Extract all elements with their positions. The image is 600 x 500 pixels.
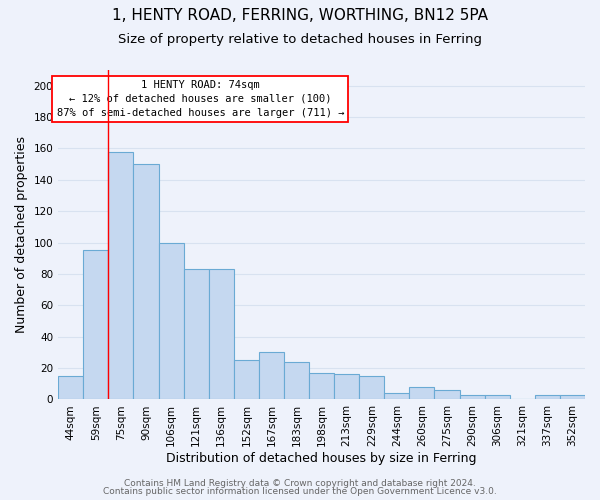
Bar <box>184 269 209 400</box>
Bar <box>209 269 234 400</box>
Bar <box>460 395 485 400</box>
Bar <box>385 393 409 400</box>
Text: Size of property relative to detached houses in Ferring: Size of property relative to detached ho… <box>118 32 482 46</box>
Text: 1, HENTY ROAD, FERRING, WORTHING, BN12 5PA: 1, HENTY ROAD, FERRING, WORTHING, BN12 5… <box>112 8 488 22</box>
Bar <box>83 250 109 400</box>
Bar <box>334 374 359 400</box>
Bar <box>259 352 284 400</box>
Bar <box>560 395 585 400</box>
X-axis label: Distribution of detached houses by size in Ferring: Distribution of detached houses by size … <box>166 452 477 465</box>
Bar <box>434 390 460 400</box>
Bar <box>58 376 83 400</box>
Bar <box>409 387 434 400</box>
Y-axis label: Number of detached properties: Number of detached properties <box>15 136 28 333</box>
Bar <box>309 373 334 400</box>
Bar <box>158 242 184 400</box>
Text: 1 HENTY ROAD: 74sqm
← 12% of detached houses are smaller (100)
87% of semi-detac: 1 HENTY ROAD: 74sqm ← 12% of detached ho… <box>56 80 344 118</box>
Bar <box>133 164 158 400</box>
Bar <box>284 362 309 400</box>
Bar <box>109 152 133 400</box>
Bar <box>359 376 385 400</box>
Text: Contains public sector information licensed under the Open Government Licence v3: Contains public sector information licen… <box>103 487 497 496</box>
Bar <box>535 395 560 400</box>
Text: Contains HM Land Registry data © Crown copyright and database right 2024.: Contains HM Land Registry data © Crown c… <box>124 478 476 488</box>
Bar <box>485 395 510 400</box>
Bar <box>234 360 259 400</box>
